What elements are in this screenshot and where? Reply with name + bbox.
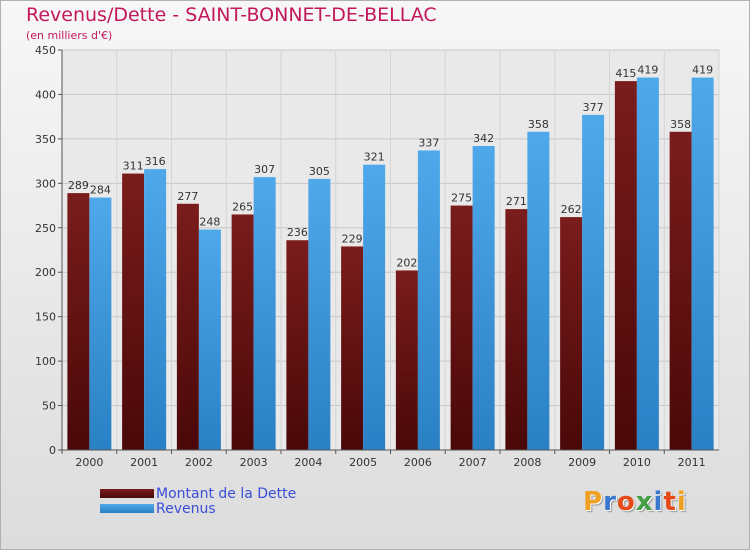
bar-revenus-2002 (198, 229, 221, 450)
logo-letter: r (603, 487, 617, 517)
data-label-revenus-2010: 419 (637, 64, 658, 77)
data-label-revenus-2008: 358 (528, 118, 549, 131)
bar-revenus-2007 (472, 146, 495, 450)
bar-revenus-2004 (308, 178, 331, 450)
bar-dette-2006 (395, 270, 418, 450)
legend-item-dette: Montant de la Dette (100, 485, 297, 502)
logo-letter: t (663, 487, 677, 517)
ytick-label-450: 450 (35, 44, 56, 57)
ytick-label-400: 400 (35, 88, 56, 101)
ytick-label-50: 50 (42, 400, 56, 413)
chart-subtitle: (en milliers d'€) (26, 29, 113, 42)
legend-label-revenus: Revenus (156, 500, 216, 517)
data-label-dette-2003: 265 (232, 200, 253, 213)
xtick-label-2007: 2007 (459, 456, 487, 469)
bar-dette-2007 (450, 205, 473, 450)
bar-revenus-2009 (582, 114, 605, 450)
bar-revenus-2000 (89, 197, 112, 450)
logo-letter: o (616, 487, 636, 517)
bar-revenus-2001 (144, 169, 167, 450)
xtick-label-2006: 2006 (404, 456, 432, 469)
data-label-revenus-2009: 377 (583, 101, 604, 114)
data-label-dette-2001: 311 (123, 160, 144, 173)
data-label-revenus-2006: 337 (418, 136, 439, 149)
xtick-label-2002: 2002 (185, 456, 213, 469)
bar-dette-2000 (67, 193, 90, 450)
bar-dette-2008 (505, 209, 528, 450)
logo-letter: x (635, 487, 654, 517)
ytick-label-0: 0 (49, 444, 56, 457)
bar-dette-2011 (669, 131, 692, 450)
bar-dette-2005 (341, 246, 364, 450)
ytick-label-200: 200 (35, 266, 56, 279)
xtick-label-2010: 2010 (623, 456, 651, 469)
bars (67, 77, 714, 451)
data-label-dette-2000: 289 (68, 179, 89, 192)
data-label-dette-2002: 277 (177, 190, 198, 203)
data-label-revenus-2003: 307 (254, 163, 275, 176)
bar-dette-2003 (231, 214, 254, 450)
legend-swatch-dette (100, 489, 154, 498)
logo-letter: i (676, 487, 687, 517)
bar-revenus-2010 (636, 77, 659, 451)
xtick-label-2005: 2005 (349, 456, 377, 469)
data-label-revenus-2005: 321 (364, 151, 385, 164)
logo-letter: P (583, 487, 604, 517)
data-label-revenus-2002: 248 (199, 216, 220, 229)
xtick-label-2011: 2011 (678, 456, 706, 469)
logo-letter: i (653, 487, 664, 517)
chart-title: Revenus/Dette - SAINT-BONNET-DE-BELLAC (26, 4, 437, 26)
data-label-dette-2004: 236 (287, 226, 308, 239)
legend: Montant de la Dette Revenus (100, 485, 297, 517)
xtick-label-2001: 2001 (130, 456, 158, 469)
bar-revenus-2008 (527, 131, 550, 450)
data-label-dette-2010: 415 (615, 67, 636, 80)
labels: 0 50 100 150 200 250 300 350 400 450 289 284 2000 311… (35, 44, 713, 469)
xtick-label-2003: 2003 (240, 456, 268, 469)
xtick-label-2008: 2008 (513, 456, 541, 469)
bar-revenus-2005 (363, 164, 386, 450)
data-label-revenus-2011: 419 (692, 64, 713, 77)
legend-swatch-revenus (100, 504, 154, 513)
bar-dette-2010 (614, 81, 637, 450)
ytick-label-150: 150 (35, 311, 56, 324)
bar-dette-2002 (176, 203, 199, 450)
data-label-dette-2009: 262 (561, 203, 582, 216)
legend-label-dette: Montant de la Dette (156, 485, 297, 502)
data-label-dette-2005: 229 (342, 232, 363, 245)
data-label-revenus-2001: 316 (145, 155, 166, 168)
data-label-revenus-2007: 342 (473, 132, 494, 145)
xtick-label-2004: 2004 (294, 456, 322, 469)
xtick-label-2009: 2009 (568, 456, 596, 469)
xtick-label-2000: 2000 (75, 456, 103, 469)
bar-dette-2001 (122, 173, 145, 451)
data-label-dette-2007: 275 (451, 192, 472, 205)
bar-revenus-2011 (691, 77, 714, 451)
axes (58, 49, 719, 454)
data-label-revenus-2004: 305 (309, 165, 330, 178)
bar-revenus-2003 (253, 177, 276, 450)
ytick-label-300: 300 (35, 177, 56, 190)
data-label-dette-2006: 202 (396, 256, 417, 269)
bar-dette-2009 (560, 217, 583, 450)
data-label-dette-2008: 271 (506, 195, 527, 208)
bar-revenus-2006 (417, 150, 440, 450)
ytick-label-100: 100 (35, 355, 56, 368)
ytick-label-350: 350 (35, 133, 56, 146)
ytick-label-250: 250 (35, 222, 56, 235)
bar-dette-2004 (286, 240, 309, 450)
data-label-revenus-2000: 284 (90, 184, 111, 197)
data-label-dette-2011: 358 (670, 118, 691, 131)
grid-lines (61, 49, 720, 451)
proxiti-logo: Proxiti (583, 487, 687, 517)
legend-item-revenus: Revenus (100, 500, 296, 517)
